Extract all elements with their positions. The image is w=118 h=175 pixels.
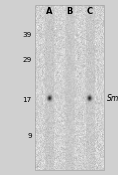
Text: 39: 39 xyxy=(23,32,32,38)
Text: Smac: Smac xyxy=(107,94,118,103)
Text: 29: 29 xyxy=(23,57,32,62)
Text: 9: 9 xyxy=(27,134,32,139)
Text: B: B xyxy=(66,7,73,16)
Text: C: C xyxy=(87,7,93,16)
Text: A: A xyxy=(46,7,53,16)
Bar xyxy=(35,5,104,170)
Text: 17: 17 xyxy=(23,97,32,103)
